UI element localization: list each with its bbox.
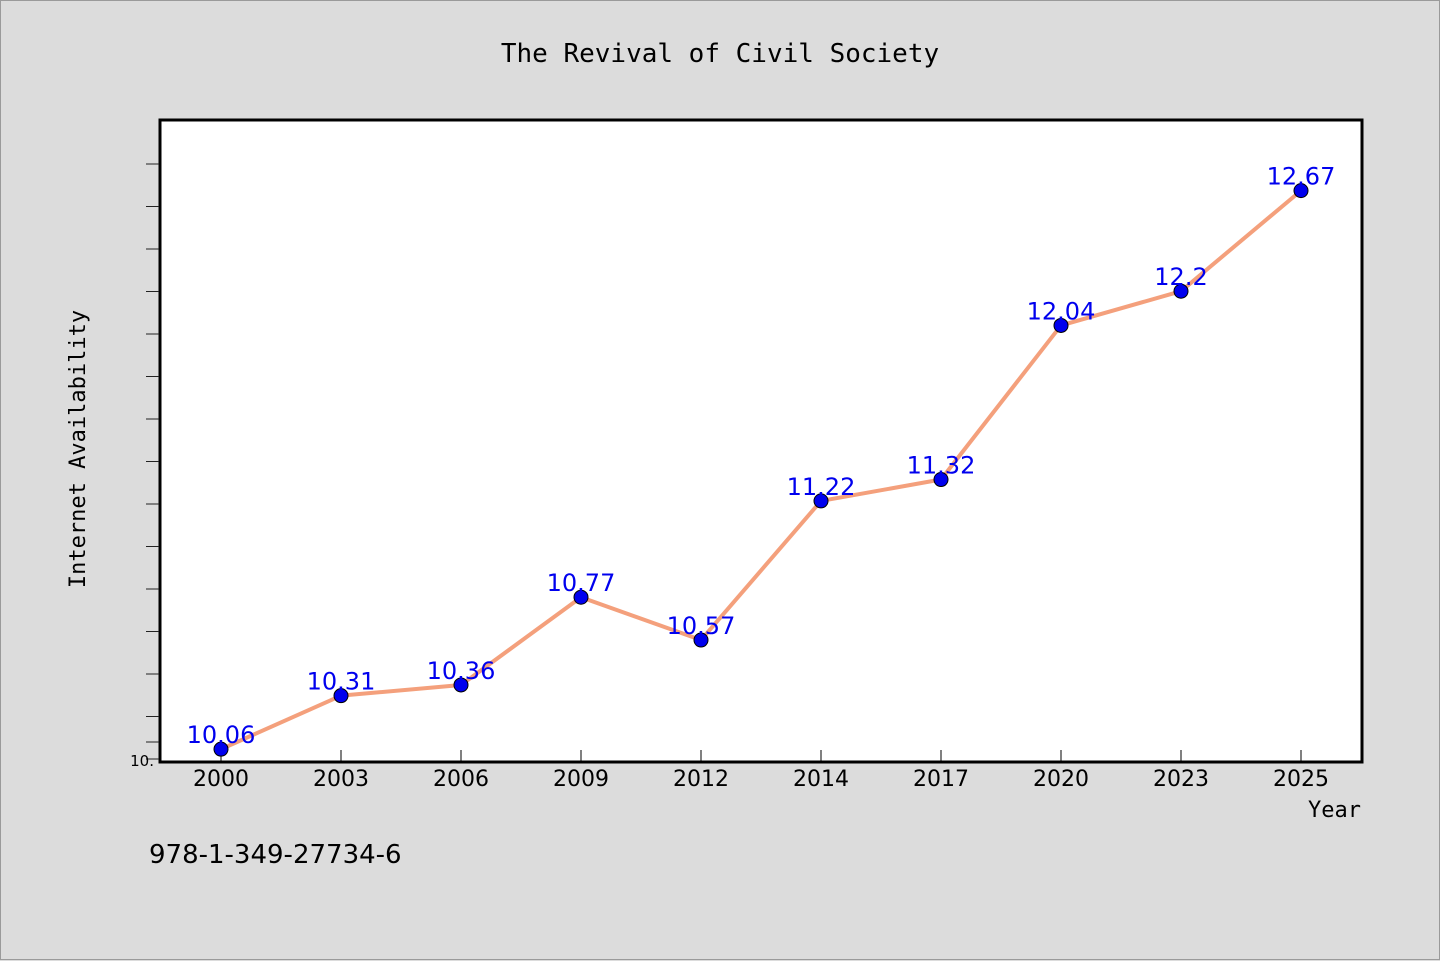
data-point xyxy=(213,741,229,757)
x-tick-label: 2006 xyxy=(433,767,489,792)
data-point xyxy=(333,688,349,704)
data-point xyxy=(1053,317,1069,333)
y-tick-label: 10. xyxy=(130,752,154,770)
data-point xyxy=(453,677,469,693)
data-label: 10.31 xyxy=(307,668,376,696)
data-label: 11.32 xyxy=(907,452,976,480)
data-point xyxy=(1293,183,1309,199)
plot-area xyxy=(158,118,1364,764)
x-tick-label: 2014 xyxy=(793,767,849,792)
data-point xyxy=(813,493,829,509)
data-label: 10.77 xyxy=(547,569,616,597)
chart-title: The Revival of Civil Society xyxy=(501,39,939,69)
x-tick-label: 2020 xyxy=(1033,767,1089,792)
x-tick-label: 2012 xyxy=(673,767,729,792)
data-point xyxy=(933,472,949,488)
data-label: 12.67 xyxy=(1267,163,1336,191)
data-point xyxy=(573,589,589,605)
data-point xyxy=(693,632,709,648)
x-axis-label: Year xyxy=(1308,798,1361,823)
y-axis-ticks xyxy=(146,163,159,760)
data-label: 11.22 xyxy=(787,473,856,501)
data-label: 10.06 xyxy=(187,721,256,749)
series-layer xyxy=(213,183,1309,757)
x-tick-label: 2009 xyxy=(553,767,609,792)
x-tick-label: 2023 xyxy=(1153,767,1209,792)
data-label: 10.57 xyxy=(667,612,736,640)
data-label: 10.36 xyxy=(427,657,496,685)
data-point xyxy=(1173,283,1189,299)
y-axis-label: Internet Availability xyxy=(66,310,91,588)
x-tick-label: 2003 xyxy=(313,767,369,792)
x-tick-label: 2025 xyxy=(1273,767,1329,792)
data-label: 12.04 xyxy=(1027,297,1096,325)
series-line xyxy=(219,188,1303,752)
x-tick-label: 2000 xyxy=(193,767,249,792)
data-labels-layer: 10.06 10.31 10.36 10.77 10.57 11.22 11.32 12.04… xyxy=(187,163,1336,750)
x-tick-label: 2017 xyxy=(913,767,969,792)
footer-code: 978-1-349-27734-6 xyxy=(149,840,402,870)
x-axis-ticks: 2000 2003 2006 2009 2012 2014 2017 2020 2023 2025 xyxy=(193,750,1329,792)
data-label: 12.2 xyxy=(1154,263,1207,291)
